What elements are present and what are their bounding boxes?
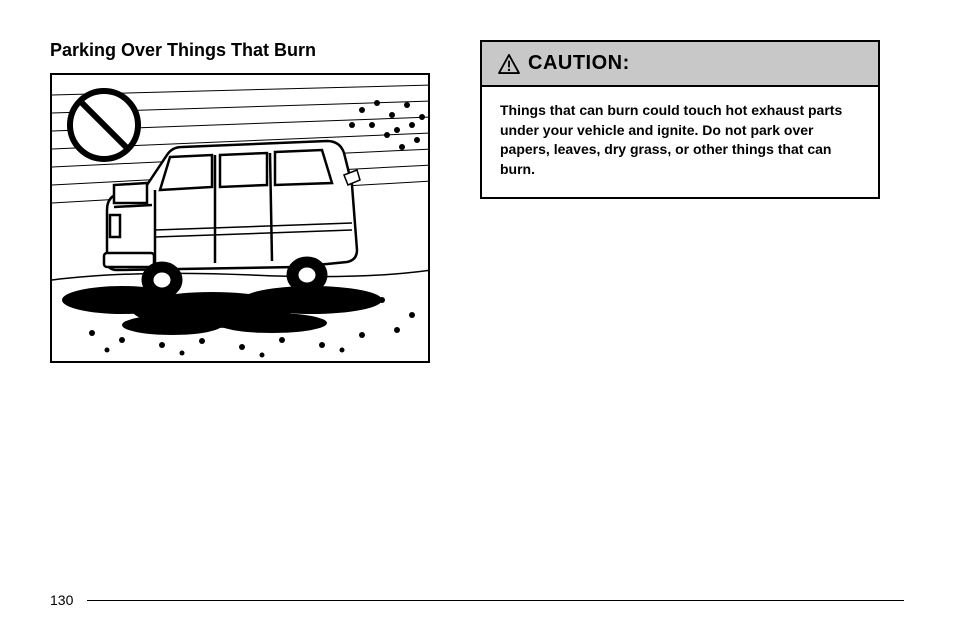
section-title: Parking Over Things That Burn [50, 40, 450, 61]
illustration [50, 73, 430, 363]
page-number: 130 [50, 592, 73, 608]
caution-box: CAUTION: Things that can burn could touc… [480, 40, 880, 199]
caution-body-text: Things that can burn could touch hot exh… [482, 87, 878, 197]
right-column: CAUTION: Things that can burn could touc… [480, 40, 880, 363]
caution-header: CAUTION: [482, 42, 878, 87]
caution-title: CAUTION: [528, 52, 630, 75]
prohibition-icon [64, 85, 144, 165]
page-content: Parking Over Things That Burn [50, 40, 904, 363]
left-column: Parking Over Things That Burn [50, 40, 450, 363]
page-footer: 130 [50, 592, 904, 608]
footer-rule [87, 600, 904, 601]
warning-triangle-icon [498, 54, 520, 74]
